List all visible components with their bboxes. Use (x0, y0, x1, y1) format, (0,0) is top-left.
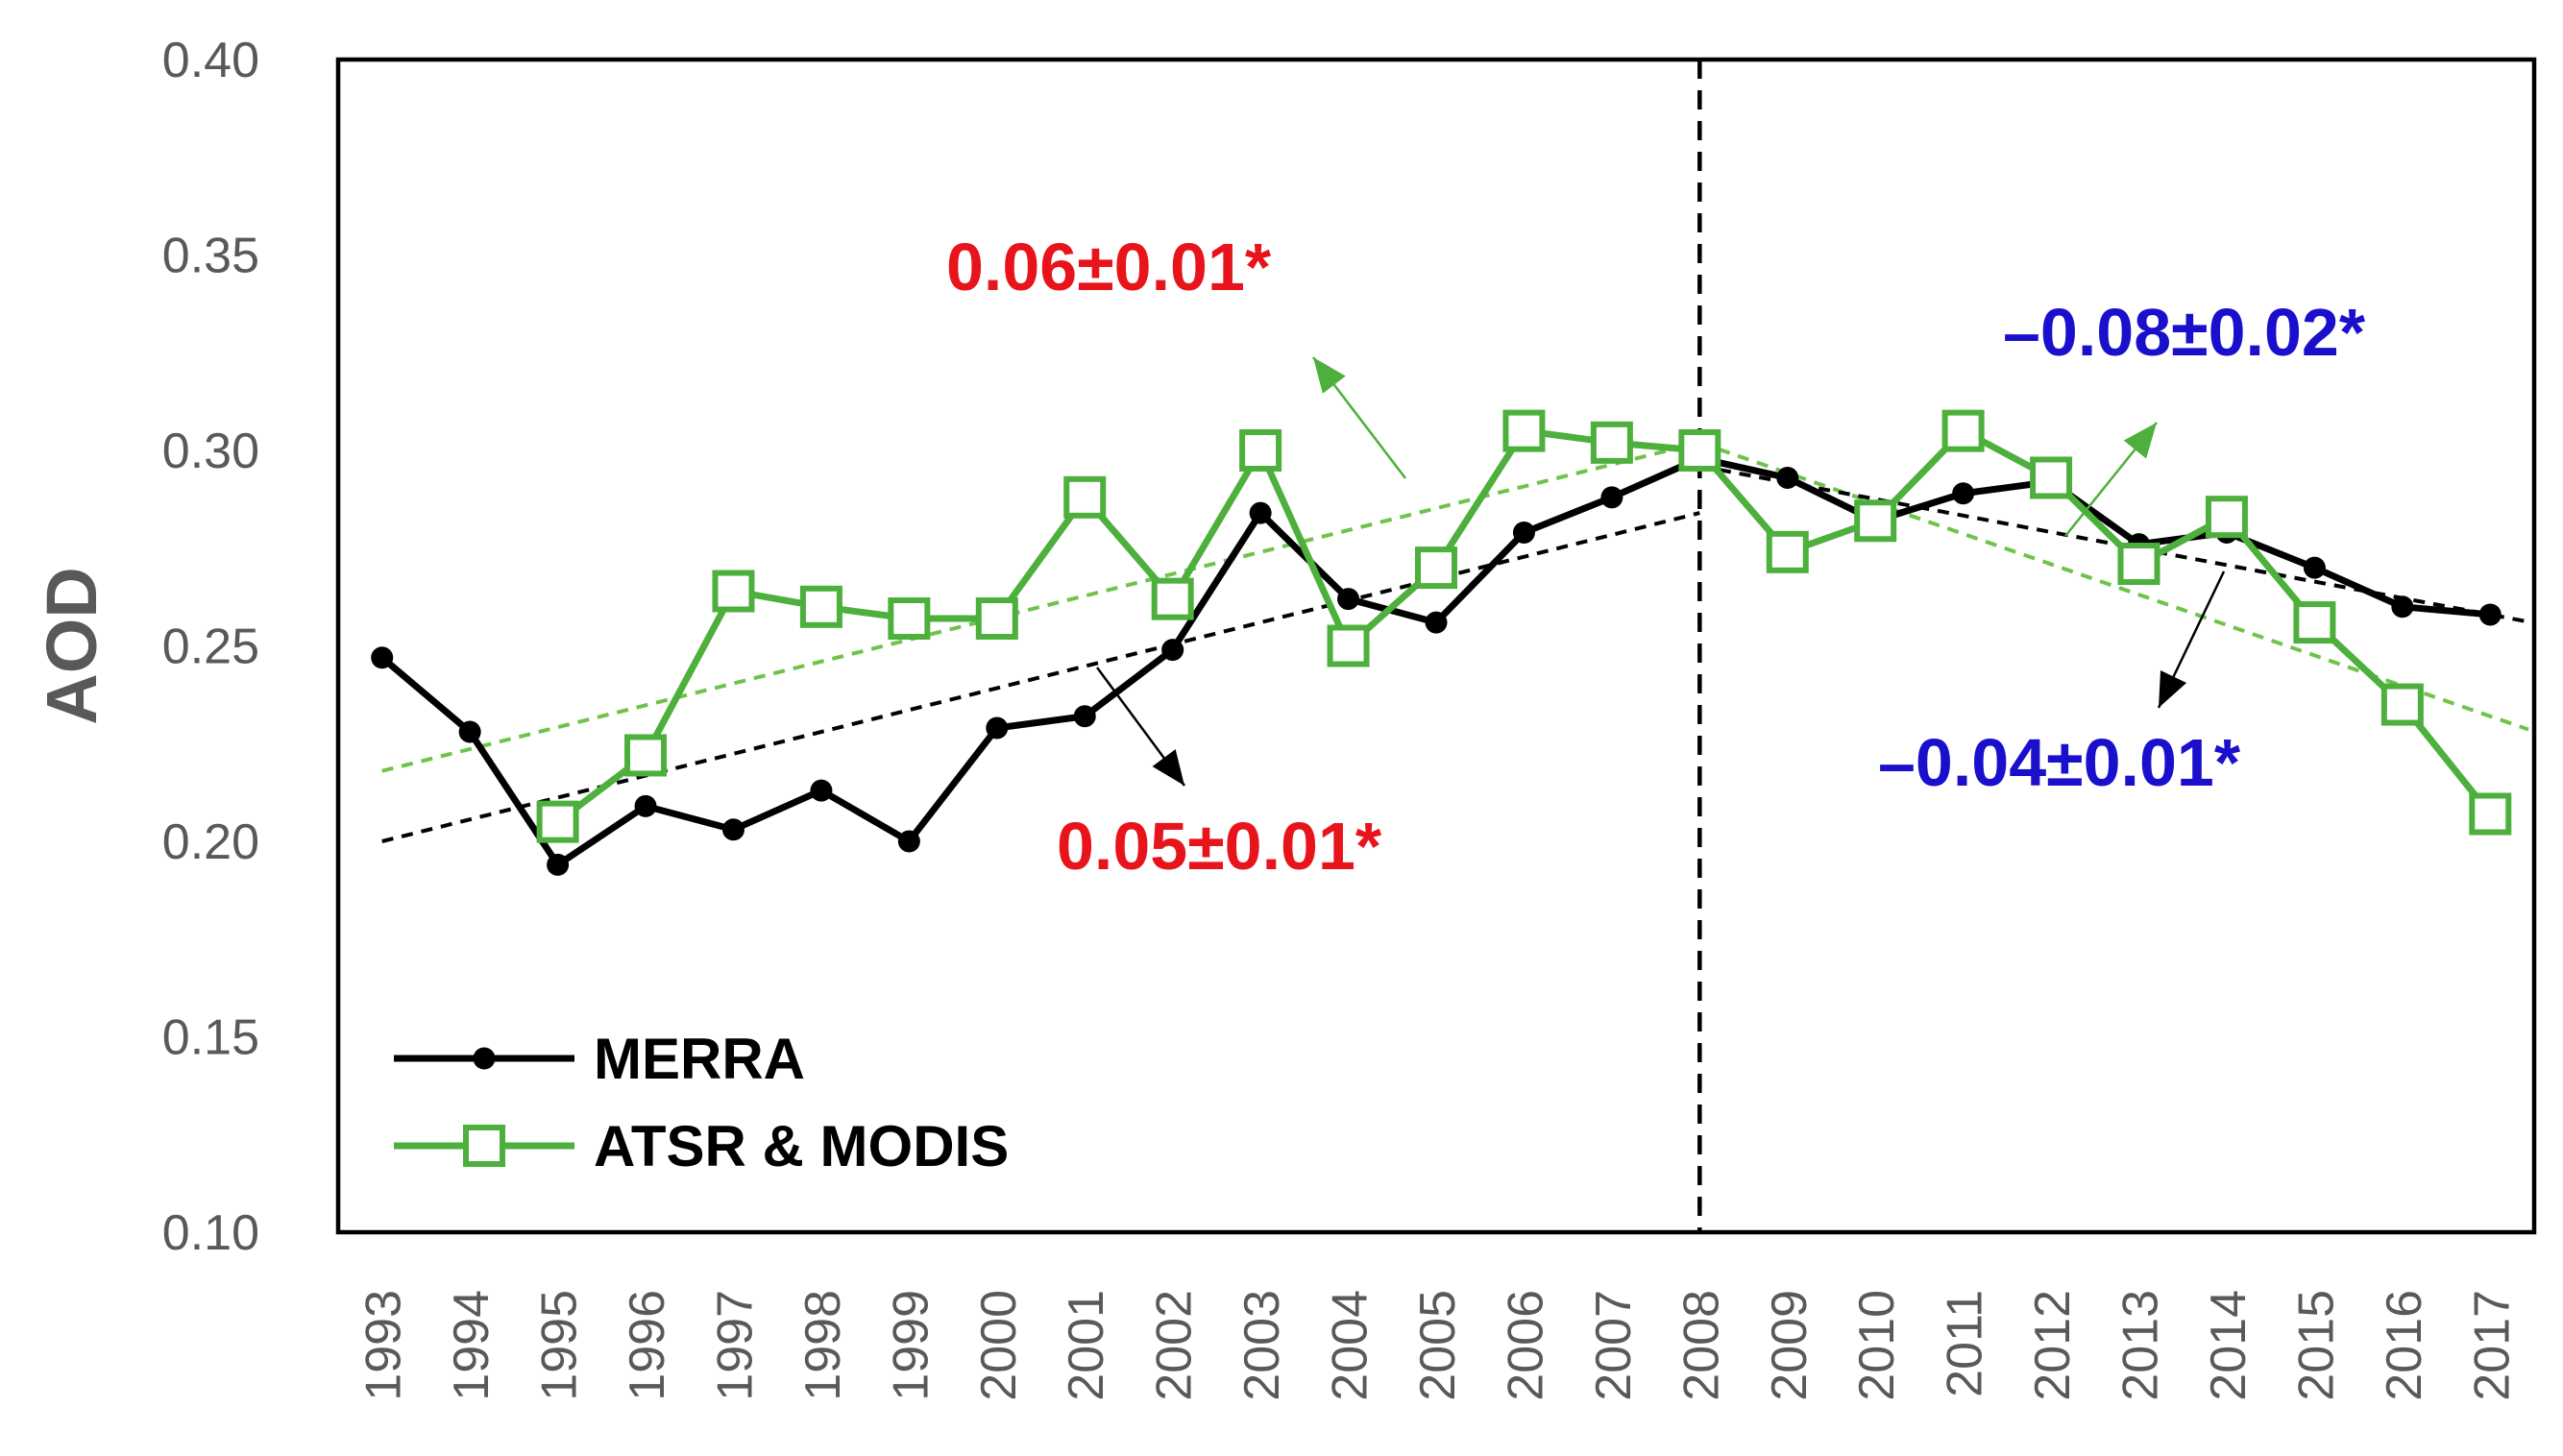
atsr-modis-point (799, 585, 842, 628)
axes-layer (335, 57, 2537, 1235)
merra-point (1600, 486, 1623, 509)
merra-point (2303, 556, 2326, 579)
trend-annotation: 0.06±0.01* (946, 230, 1272, 304)
x-tick-label: 2001 (1059, 1290, 1114, 1401)
y-tick-label: 0.35 (162, 229, 259, 284)
x-tick-label: 2003 (1234, 1290, 1290, 1401)
merra-point (634, 794, 657, 817)
y-tick-label: 0.20 (162, 814, 259, 870)
atsr-modis-point (624, 734, 668, 777)
x-tick-label: 2007 (1586, 1290, 1642, 1401)
x-tick-label: 2013 (2113, 1290, 2169, 1401)
atsr-modis-point (2380, 683, 2424, 726)
merra-point (458, 720, 481, 743)
trend-line (1698, 440, 2529, 732)
y-axis-label: AOD (32, 567, 111, 724)
series-layer (371, 409, 2512, 876)
x-tick-label: 1994 (444, 1290, 500, 1401)
x-tick-label: 1996 (620, 1290, 675, 1401)
merra-point (1337, 588, 1360, 611)
merra-point (1161, 639, 1184, 662)
atsr-modis-point (1590, 421, 1633, 464)
atsr-modis-point (2205, 496, 2248, 539)
x-tick-label: 2010 (1849, 1290, 1905, 1401)
x-tick-label: 1999 (883, 1290, 939, 1401)
atsr-modis-point (1415, 546, 1457, 590)
atsr-modis-point (2030, 456, 2073, 499)
atsr-modis-point (888, 597, 931, 641)
merra-point (810, 779, 833, 802)
merra-point (371, 646, 394, 669)
x-tick-label: 2009 (1762, 1290, 1818, 1401)
arrow-merra-fall-head (2159, 670, 2187, 708)
x-tick-label: 2000 (971, 1290, 1027, 1401)
atsr-modis-point (1327, 624, 1370, 667)
x-tick-label: 2004 (1323, 1290, 1379, 1401)
annotation-arrows-layer (1095, 356, 2226, 787)
x-tick-label: 2008 (1673, 1290, 1729, 1401)
y-tick-label: 0.10 (162, 1205, 259, 1261)
x-tick-label: 2005 (1410, 1290, 1466, 1401)
atsr-modis-point (712, 570, 755, 613)
x-tick-label: 1993 (356, 1290, 412, 1401)
atsr-modis-point (2469, 792, 2512, 836)
merra-point (897, 830, 920, 853)
atsr-modis-point (1766, 530, 1809, 573)
merra-point (721, 818, 744, 841)
arrow-atsr-rise-head (1313, 357, 1346, 394)
legend-atsr-label: ATSR & MODIS (594, 1114, 1009, 1178)
plot-frame (335, 57, 2537, 1235)
atsr-modis-point (1941, 409, 1985, 452)
merra-point (1776, 466, 1799, 489)
x-tick-label: 2014 (2201, 1290, 2257, 1401)
y-tick-label: 0.25 (162, 619, 259, 675)
arrow-merra-rise-head (1152, 749, 1184, 786)
trend-annotation: 0.05±0.01* (1057, 809, 1382, 884)
trend-annotation: –0.08±0.02* (2003, 295, 2366, 370)
legend-merra-marker (473, 1047, 496, 1070)
merra-point (547, 853, 570, 876)
merra-point (1425, 611, 1448, 634)
legend-atsr-marker (463, 1125, 505, 1167)
x-tick-label: 2006 (1498, 1290, 1553, 1401)
x-tick-label: 2012 (2025, 1290, 2081, 1401)
merra-point (1073, 705, 1096, 728)
atsr-modis-point (1502, 409, 1546, 452)
y-tick-label: 0.15 (162, 1010, 259, 1066)
x-tick-label: 1995 (532, 1290, 588, 1401)
merra-point (986, 716, 1009, 740)
atsr-modis-point (2293, 601, 2336, 644)
atsr-modis-point (1678, 429, 1721, 472)
x-tick-label: 2016 (2377, 1290, 2432, 1401)
atsr-modis-point (1854, 499, 1897, 543)
atsr-modis-point (1239, 429, 1282, 472)
merra-point (2391, 595, 2414, 619)
x-tick-label: 2017 (2464, 1290, 2520, 1401)
atsr-modis-point (2117, 543, 2160, 586)
atsr-modis-point (1151, 577, 1194, 620)
arrow-atsr-fall-head (2123, 423, 2157, 459)
merra-point (2478, 603, 2502, 626)
x-tick-label: 1998 (795, 1290, 851, 1401)
y-tick-label: 0.30 (162, 424, 259, 479)
x-tick-label: 1997 (707, 1290, 763, 1401)
labels-layer: 0.10 0.15 0.20 0.25 0.30 0.35 0.40 AOD 1993 1994 1… (32, 33, 2520, 1401)
trend-annotation: –0.04±0.01* (1878, 725, 2241, 800)
x-tick-label: 2015 (2288, 1290, 2344, 1401)
legend-merra-label: MERRA (594, 1027, 805, 1091)
merra-point (1249, 501, 1272, 524)
x-tick-label: 2002 (1147, 1290, 1203, 1401)
atsr-modis-point (975, 597, 1018, 641)
atsr-modis-point (1063, 475, 1107, 519)
merra-point (1512, 521, 1535, 544)
y-tick-label: 0.40 (162, 33, 259, 88)
merra-point (1952, 482, 1975, 505)
atsr-modis-point (536, 800, 579, 843)
x-tick-label: 2011 (1938, 1290, 1993, 1397)
